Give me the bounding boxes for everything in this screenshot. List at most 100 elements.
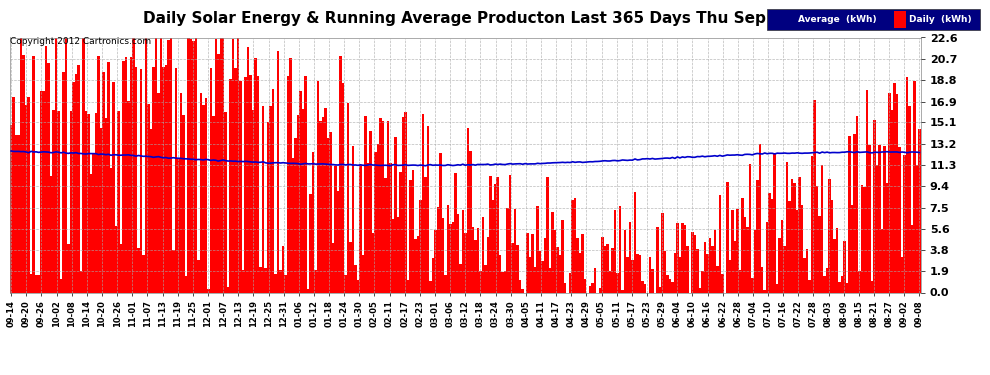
Text: Copyright 2012 Cartronics.com: Copyright 2012 Cartronics.com	[10, 38, 151, 46]
Bar	[330, 132, 332, 292]
Bar	[648, 256, 651, 292]
Bar	[97, 56, 100, 292]
Bar	[407, 280, 409, 292]
Bar	[858, 271, 861, 292]
Bar	[345, 275, 346, 292]
Bar	[332, 243, 335, 292]
Bar	[40, 91, 43, 292]
Bar	[154, 38, 157, 292]
Bar	[446, 205, 449, 292]
Bar	[312, 152, 315, 292]
Bar	[346, 104, 349, 292]
Bar	[793, 183, 796, 292]
Bar	[848, 136, 850, 292]
Bar	[673, 253, 676, 292]
Bar	[287, 76, 289, 292]
Bar	[379, 118, 382, 292]
Bar	[23, 56, 25, 292]
Bar	[371, 233, 374, 292]
Bar	[432, 258, 434, 292]
Bar	[609, 271, 611, 292]
Bar	[392, 219, 394, 292]
Bar	[711, 246, 714, 292]
Bar	[264, 267, 267, 292]
Bar	[684, 225, 686, 292]
Bar	[841, 276, 843, 292]
Bar	[614, 210, 616, 292]
Bar	[302, 109, 304, 292]
Bar	[242, 270, 245, 292]
Bar	[322, 117, 325, 292]
Bar	[143, 255, 145, 292]
Bar	[637, 254, 639, 292]
Bar	[756, 180, 758, 292]
Bar	[54, 38, 57, 292]
Bar	[644, 284, 646, 292]
Bar	[556, 247, 559, 292]
Bar	[157, 93, 159, 292]
Bar	[571, 201, 574, 292]
Bar	[499, 255, 502, 292]
Bar	[356, 280, 359, 292]
Bar	[202, 105, 205, 292]
Bar	[891, 110, 893, 292]
Bar	[527, 232, 529, 292]
Bar	[627, 257, 629, 292]
Bar	[35, 274, 38, 292]
Bar	[898, 147, 901, 292]
Bar	[237, 38, 240, 292]
Bar	[611, 248, 614, 292]
Bar	[584, 279, 586, 292]
Bar	[834, 239, 836, 292]
Bar	[681, 224, 684, 292]
Bar	[913, 81, 916, 292]
Bar	[753, 230, 756, 292]
Bar	[412, 170, 414, 292]
Bar	[719, 195, 721, 292]
Bar	[701, 271, 704, 292]
Bar	[639, 255, 642, 292]
Bar	[843, 241, 845, 292]
Bar	[651, 269, 653, 292]
Bar	[456, 214, 459, 292]
Bar	[512, 243, 514, 292]
Bar	[48, 63, 50, 292]
Bar	[251, 110, 254, 292]
Bar	[389, 163, 392, 292]
Bar	[893, 84, 896, 292]
Bar	[466, 128, 469, 292]
Bar	[491, 200, 494, 292]
Bar	[517, 245, 519, 292]
Bar	[64, 38, 67, 292]
Bar	[622, 290, 624, 292]
Bar	[686, 246, 689, 292]
Bar	[279, 270, 282, 292]
Bar	[20, 38, 23, 292]
Bar	[148, 104, 149, 292]
Bar	[384, 178, 387, 292]
Bar	[561, 220, 564, 292]
Bar	[377, 144, 379, 292]
Text: Daily Solar Energy & Running Average Producton Last 365 Days Thu Sep 13 06:31: Daily Solar Energy & Running Average Pro…	[144, 11, 846, 26]
Bar	[72, 82, 75, 292]
Bar	[366, 163, 369, 292]
Bar	[778, 238, 781, 292]
Bar	[709, 238, 711, 292]
Bar	[529, 257, 532, 292]
Bar	[489, 177, 491, 292]
Bar	[668, 279, 671, 292]
Bar	[776, 284, 778, 292]
Bar	[788, 201, 791, 292]
Bar	[798, 177, 801, 292]
Bar	[459, 264, 461, 292]
Bar	[781, 220, 783, 292]
Bar	[240, 81, 242, 292]
Bar	[883, 146, 886, 292]
Bar	[349, 242, 351, 292]
Bar	[172, 250, 174, 292]
Bar	[387, 121, 389, 292]
Bar	[424, 177, 427, 292]
Bar	[564, 283, 566, 292]
Bar	[544, 238, 546, 292]
Bar	[796, 210, 798, 292]
